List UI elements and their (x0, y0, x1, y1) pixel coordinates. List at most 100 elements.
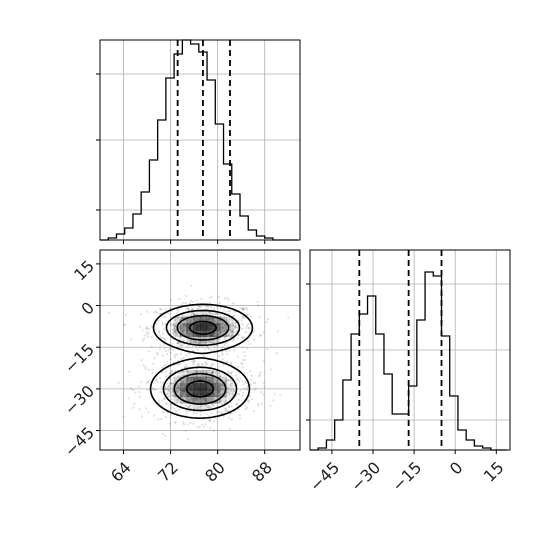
sample-point (123, 323, 126, 326)
sample-point (191, 312, 195, 315)
contour-level-2 (173, 314, 230, 405)
sample-point (208, 379, 212, 383)
sample-point (178, 342, 181, 345)
density-shading-cell (166, 390, 174, 397)
density-shading-cell (173, 376, 181, 384)
sample-point (248, 326, 251, 329)
sample-point (180, 316, 184, 320)
sample-point (172, 323, 175, 326)
density-shading-cell (200, 396, 207, 404)
sample-point (170, 348, 173, 351)
sample-point (151, 369, 154, 372)
sample-point (235, 403, 238, 406)
sample-point (186, 370, 189, 374)
sample-point (185, 380, 188, 383)
sample-point (223, 407, 226, 410)
sample-point (269, 368, 273, 371)
sample-point (170, 406, 173, 409)
contour-level-0 (149, 303, 254, 419)
sample-point (218, 319, 222, 323)
sample-point (170, 391, 174, 394)
sample-point (158, 377, 162, 380)
sample-point (229, 380, 232, 383)
sample-point (231, 392, 235, 395)
sample-point (214, 312, 217, 315)
sample-point (146, 335, 149, 339)
sample-point (204, 423, 207, 426)
sample-point (196, 425, 199, 428)
sample-point (183, 322, 186, 325)
sample-point (181, 316, 184, 319)
sample-point (229, 389, 232, 392)
sample-point (221, 352, 224, 355)
sample-point (226, 386, 229, 390)
sample-point (224, 329, 227, 333)
sample-point (165, 374, 168, 377)
sample-point (165, 392, 168, 396)
sample-point (252, 409, 256, 413)
sample-point (248, 342, 251, 346)
sample-point (220, 403, 223, 406)
sample-point (150, 335, 153, 339)
sample-point (221, 353, 224, 356)
sample-point (256, 300, 259, 303)
sample-point (175, 321, 178, 324)
sample-point (194, 340, 197, 343)
sample-point (228, 392, 231, 396)
sample-point (246, 313, 250, 316)
sample-point (158, 308, 162, 311)
density-shading-cell (213, 316, 221, 324)
sample-point (174, 329, 177, 332)
sample-point (241, 394, 245, 397)
sample-point (199, 337, 202, 340)
sample-point (153, 414, 156, 417)
sample-point (223, 297, 226, 300)
sample-point (171, 394, 174, 397)
sample-point (146, 381, 149, 384)
sample-point (200, 297, 203, 300)
sample-point (181, 323, 185, 326)
sample-point (222, 314, 226, 317)
sample-point (236, 392, 239, 396)
sample-point (212, 313, 215, 316)
sample-point (185, 413, 188, 416)
sample-point (204, 404, 207, 407)
sample-point (217, 391, 220, 394)
sample-point (227, 371, 231, 375)
sample-point (144, 367, 147, 370)
density-shading-cell (226, 390, 234, 397)
sample-point (205, 371, 208, 374)
sample-point (193, 312, 196, 315)
sample-point (189, 404, 192, 407)
sample-point (242, 307, 245, 310)
sample-point (260, 390, 263, 394)
sample-point (196, 363, 199, 366)
density-shading-cell (180, 323, 187, 331)
sample-point (209, 365, 212, 368)
sample-point (246, 385, 249, 388)
sample-point (241, 307, 244, 311)
sample-point (198, 425, 201, 429)
density-shading-cell (206, 323, 214, 331)
sample-point (232, 389, 235, 392)
sample-point (168, 422, 172, 425)
sample-point (161, 390, 164, 394)
sample-point (206, 405, 209, 409)
sample-point (228, 349, 231, 352)
sample-point (197, 406, 200, 409)
sample-point (173, 356, 177, 359)
sample-point (182, 329, 185, 332)
sample-point (140, 415, 144, 418)
sample-point (182, 423, 186, 426)
sample-point (134, 391, 137, 394)
sample-point (267, 318, 270, 321)
sample-point (220, 330, 224, 333)
sample-point (256, 404, 260, 407)
sample-point (199, 305, 202, 308)
sample-point (160, 385, 163, 388)
sample-point (181, 329, 184, 332)
sample-point (259, 333, 262, 337)
sample-point (241, 316, 245, 319)
sample-point (165, 375, 168, 379)
sample-point (195, 370, 198, 373)
